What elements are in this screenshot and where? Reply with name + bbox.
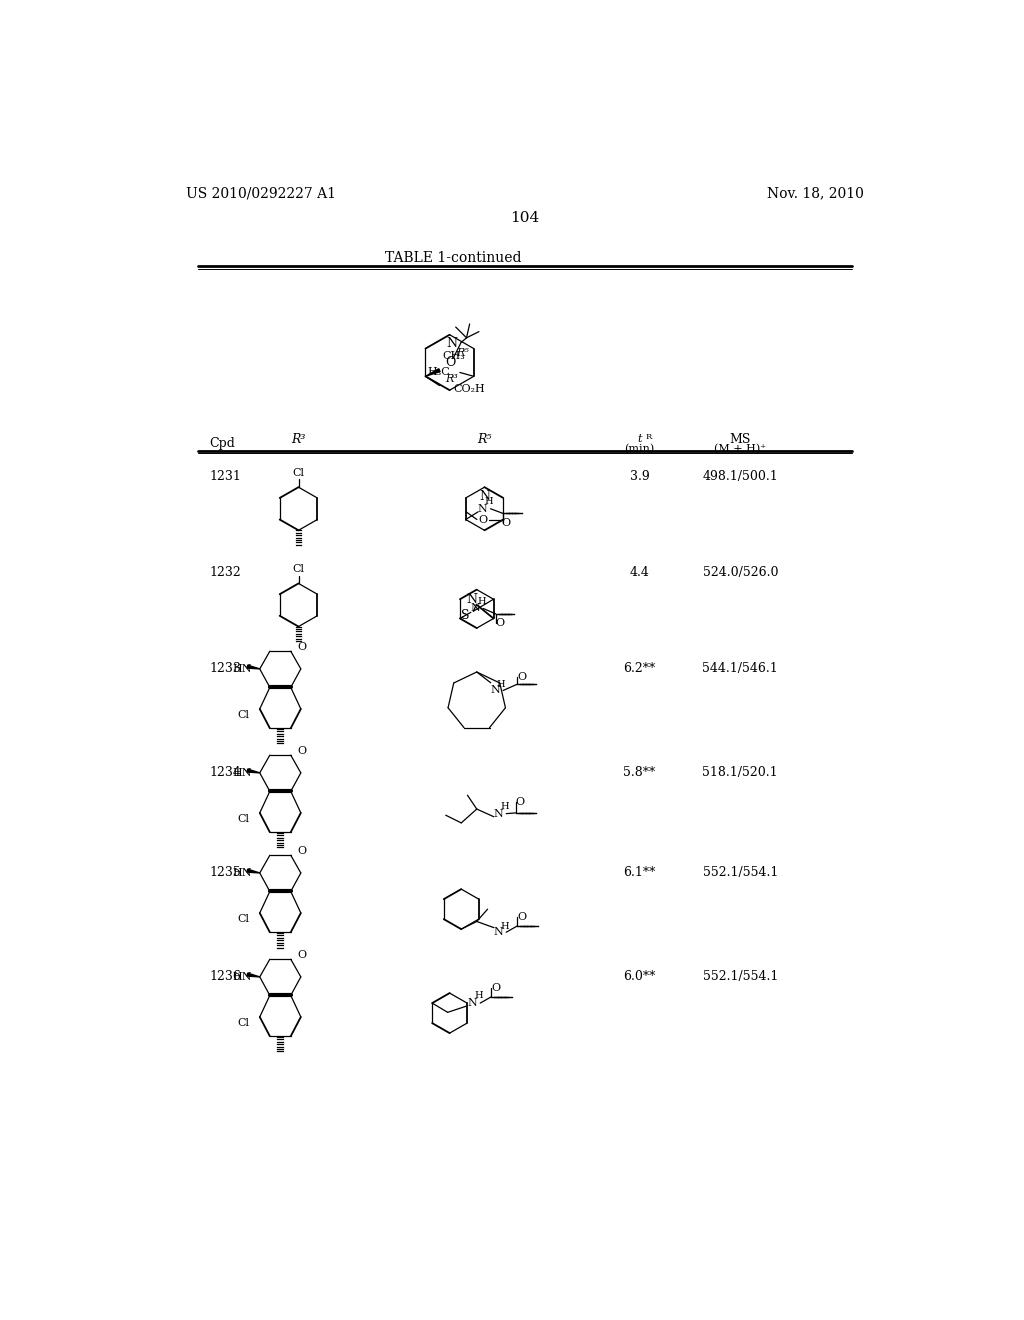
Text: 524.0/526.0: 524.0/526.0 — [702, 566, 778, 579]
Text: 6.1**: 6.1** — [624, 866, 655, 879]
Text: N: N — [468, 998, 477, 1008]
Text: HN: HN — [232, 972, 252, 982]
Text: R³: R³ — [444, 375, 458, 384]
Text: O: O — [478, 515, 487, 524]
Text: Cl: Cl — [237, 814, 249, 824]
Text: H: H — [477, 597, 485, 606]
Text: Cl: Cl — [293, 564, 304, 574]
Text: N: N — [478, 504, 487, 513]
Text: 1233: 1233 — [209, 663, 242, 676]
Polygon shape — [247, 973, 260, 977]
Text: 1236: 1236 — [209, 970, 242, 983]
Text: 518.1/520.1: 518.1/520.1 — [702, 767, 778, 779]
Polygon shape — [247, 665, 260, 669]
Text: HN: HN — [232, 768, 252, 777]
Text: O: O — [517, 912, 526, 921]
Text: S: S — [462, 609, 470, 622]
Text: R: R — [646, 433, 652, 441]
Text: CH₃: CH₃ — [442, 351, 465, 362]
Text: MS: MS — [729, 433, 751, 446]
Text: Nov. 18, 2010: Nov. 18, 2010 — [767, 186, 864, 201]
Text: US 2010/0292227 A1: US 2010/0292227 A1 — [186, 186, 336, 201]
Text: N: N — [466, 594, 477, 606]
Text: Cl: Cl — [237, 1018, 249, 1028]
Text: H: H — [500, 801, 509, 810]
Text: 5.8**: 5.8** — [624, 767, 655, 779]
Text: O: O — [297, 846, 306, 857]
Text: (M + H)⁺: (M + H)⁺ — [715, 444, 766, 454]
Text: N: N — [494, 927, 504, 937]
Text: H: H — [500, 921, 509, 931]
Text: 3.9: 3.9 — [630, 470, 649, 483]
Text: N: N — [490, 685, 501, 696]
Text: Cl: Cl — [237, 915, 249, 924]
Text: O: O — [496, 618, 505, 628]
Text: HN: HN — [232, 869, 252, 878]
Text: 1234: 1234 — [209, 767, 242, 779]
Text: N: N — [479, 490, 490, 503]
Text: H₃C: H₃C — [428, 367, 451, 376]
Text: N: N — [471, 603, 480, 614]
Text: 1232: 1232 — [209, 566, 241, 579]
Text: 552.1/554.1: 552.1/554.1 — [702, 866, 778, 879]
Text: Cl: Cl — [237, 710, 249, 721]
Text: Cpd: Cpd — [209, 437, 236, 450]
Text: CO₂H: CO₂H — [454, 384, 485, 395]
Text: (min): (min) — [625, 444, 654, 454]
Text: R³: R³ — [291, 433, 306, 446]
Text: 4.4: 4.4 — [630, 566, 649, 579]
Text: 104: 104 — [510, 211, 540, 226]
Text: 1231: 1231 — [209, 470, 242, 483]
Text: R⁵: R⁵ — [477, 433, 492, 446]
Text: 1235: 1235 — [209, 866, 241, 879]
Text: t: t — [637, 434, 642, 445]
Polygon shape — [247, 869, 260, 873]
Polygon shape — [425, 368, 440, 376]
Text: H: H — [484, 496, 493, 506]
Text: O: O — [297, 746, 306, 756]
Text: H: H — [474, 991, 482, 1001]
Text: O: O — [492, 982, 501, 993]
Text: O: O — [516, 797, 524, 807]
Text: R⁵: R⁵ — [457, 348, 469, 358]
Text: TABLE 1-continued: TABLE 1-continued — [385, 252, 522, 265]
Text: 544.1/546.1: 544.1/546.1 — [702, 663, 778, 676]
Text: N: N — [494, 809, 504, 818]
Text: O: O — [517, 672, 526, 681]
Text: O: O — [297, 643, 306, 652]
Text: 6.0**: 6.0** — [624, 970, 655, 983]
Text: HN: HN — [232, 664, 252, 675]
Polygon shape — [247, 770, 260, 774]
Text: N: N — [446, 338, 458, 351]
Text: O: O — [445, 356, 456, 370]
Text: 498.1/500.1: 498.1/500.1 — [702, 470, 778, 483]
Text: H: H — [497, 680, 506, 689]
Text: O: O — [502, 517, 511, 528]
Text: Cl: Cl — [293, 469, 304, 478]
Text: O: O — [297, 950, 306, 961]
Text: 552.1/554.1: 552.1/554.1 — [702, 970, 778, 983]
Text: 6.2**: 6.2** — [624, 663, 655, 676]
